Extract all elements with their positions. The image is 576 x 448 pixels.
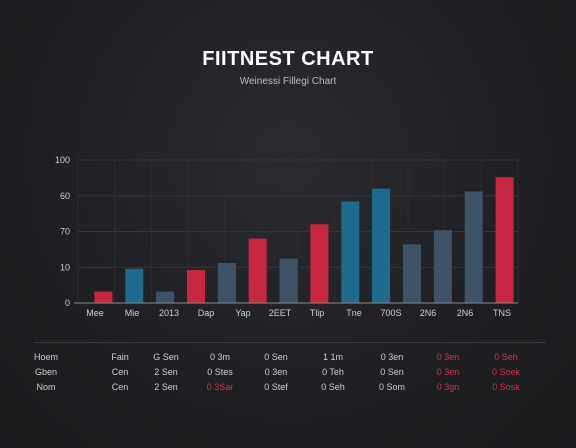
bar [341,201,360,303]
table-cell: 0 Stef [264,382,288,392]
table-cell: 0 3gn [436,382,460,392]
table-cell: Fain [111,352,129,362]
table-cell: Cen [111,367,129,377]
table-cell: 0 3en [436,352,460,362]
table-cell: 0 Sen [380,367,404,377]
y-tick-label: 100 [55,155,70,165]
bar [187,270,205,303]
table-cell: G Sen [153,352,179,362]
chart-bars [94,177,514,303]
y-tick-label: 10 [60,262,70,272]
x-tick-label: 2013 [159,308,179,318]
table-cell: 0 3en [264,367,288,377]
bar [248,238,267,303]
x-tick-label: 2EET [269,308,292,318]
table-cell: 1 1m [322,352,344,362]
chart-gridlines [77,159,519,304]
y-axis-tick-labels: 0 10 70 60 100 [55,155,70,308]
table-cell: 0 3en [380,352,404,362]
table-cell: 2 Sen [154,382,178,392]
x-tick-label: Dap [198,308,215,318]
table-cell: Cen [111,382,129,392]
bar [279,258,298,303]
table-cell: 0 3m [209,352,231,362]
table-cell: 0 Sen [264,352,288,362]
x-tick-label: Tlip [310,308,325,318]
table-cell: 0 Sosk [492,382,520,392]
bar [464,191,483,303]
table-cell: 0 3Sar [206,382,234,392]
table-cell: 0 Seh [494,352,518,362]
table-cell: 0 3en [436,367,460,377]
bar [125,268,144,303]
chart-title: FIITNEST CHART [202,48,374,70]
bar [94,291,113,303]
table-cell: 0 Teh [322,367,344,377]
y-tick-label: 0 [65,298,70,308]
bar [217,263,236,303]
y-tick-label: 70 [60,227,70,237]
bar [433,230,452,303]
table-cell: 0 Som [378,382,406,392]
table-cell: 2 Sen [154,367,178,377]
bar [403,244,421,303]
table-cell: 0 Stes [207,367,233,377]
x-tick-label: 2N6 [420,308,437,318]
table-cell: 0 Soek [491,367,521,377]
x-tick-label: 2N6 [457,308,474,318]
bar [495,177,514,303]
bar [156,291,175,303]
table-cell: Hoem [33,352,59,362]
table-top-divider [34,342,546,343]
x-tick-label: 700S [380,308,401,318]
x-axis-tick-labels: Mee Mie 2013 Dap Yap 2EET Tlip Tne 700S 2N6 2N6 TNS [86,308,511,318]
bar [310,224,329,303]
stats-table: Hoem Fain G Sen 0 3m 0 Sen 1 1m 0 3en 0 3en 0 Se… [0,342,576,402]
bar [372,188,391,303]
x-tick-label: Mee [86,308,104,318]
table-cell: Nom [36,382,56,392]
table-cell: Gben [34,367,58,377]
x-tick-label: TNS [493,308,511,318]
y-tick-label: 60 [60,191,70,201]
x-tick-label: Tne [346,308,362,318]
x-tick-label: Yap [235,308,250,318]
table-cell: 0 Seh [321,382,345,392]
chart-subtitle: Weinessi Fillegi Chart [239,76,337,87]
x-tick-label: Mie [125,308,140,318]
